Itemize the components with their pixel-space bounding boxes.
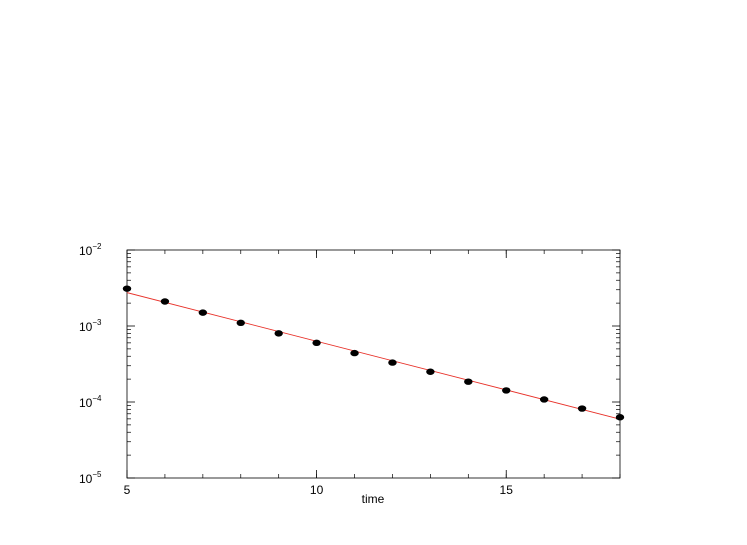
fit-line-group <box>126 292 621 420</box>
y-ticks: 10−210−310−410−5 <box>79 242 620 486</box>
data-point <box>236 319 245 327</box>
x-ticks: 5 10 15 <box>124 250 514 497</box>
y-tick-base: 10 <box>79 244 93 258</box>
y-tick-exponent: −5 <box>92 470 102 479</box>
data-points <box>122 285 625 421</box>
data-point <box>464 378 473 385</box>
data-point <box>539 396 549 403</box>
plot-frame <box>126 249 621 479</box>
y-tick-label: 10−3 <box>79 318 102 334</box>
y-tick-exponent: −3 <box>92 318 102 327</box>
y-tick-exponent: −4 <box>92 394 102 403</box>
y-tick-label: 10−2 <box>79 242 102 258</box>
data-point <box>350 349 359 357</box>
data-point <box>312 339 321 347</box>
y-tick-base: 10 <box>79 320 93 334</box>
x-axis-label: time <box>362 492 385 506</box>
data-point <box>615 414 625 421</box>
y-tick-base: 10 <box>79 472 93 486</box>
y-tick-label: 10−5 <box>79 470 102 486</box>
minor-ticks <box>126 250 621 478</box>
fit-line <box>126 292 621 420</box>
data-point <box>122 285 132 292</box>
y-tick-base: 10 <box>79 396 93 410</box>
x-tick-label: 5 <box>124 483 131 497</box>
y-tick-label: 10−4 <box>79 394 102 410</box>
data-point <box>426 368 435 375</box>
data-point <box>160 298 170 305</box>
y-tick-exponent: −2 <box>92 242 102 251</box>
x-tick-label: 10 <box>310 483 324 497</box>
data-point <box>274 330 283 337</box>
data-point <box>198 309 208 316</box>
x-tick-label: 15 <box>500 483 514 497</box>
data-point <box>502 387 511 394</box>
data-point <box>577 405 587 412</box>
data-point <box>388 359 397 366</box>
